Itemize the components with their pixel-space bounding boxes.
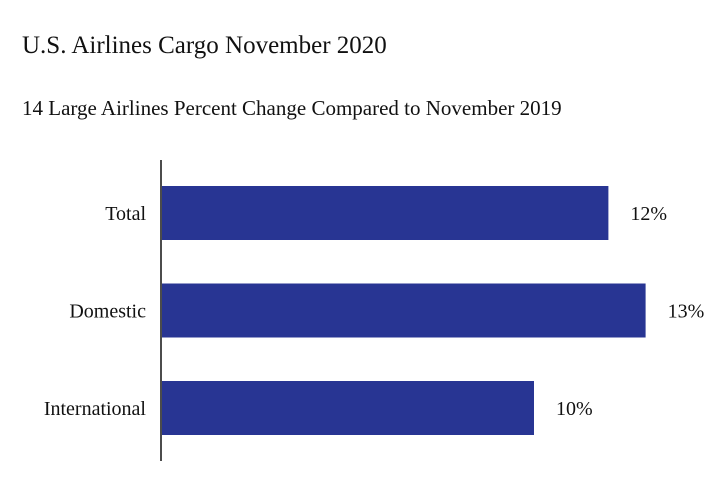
category-label-international: International [44, 398, 147, 420]
value-label-total: 12% [630, 203, 667, 225]
bar-international [162, 381, 534, 435]
value-label-international: 10% [556, 398, 593, 420]
value-label-domestic: 13% [668, 301, 705, 323]
category-label-domestic: Domestic [69, 301, 146, 323]
bars-group: Total 12% Domestic 13% International 10% [44, 186, 704, 435]
bar-domestic [162, 283, 646, 338]
chart-title: U.S. Airlines Cargo November 2020 [22, 32, 387, 59]
category-label-total: Total [105, 203, 146, 225]
bar-total [162, 186, 609, 240]
chart-subtitle: 14 Large Airlines Percent Change Compare… [22, 96, 562, 120]
